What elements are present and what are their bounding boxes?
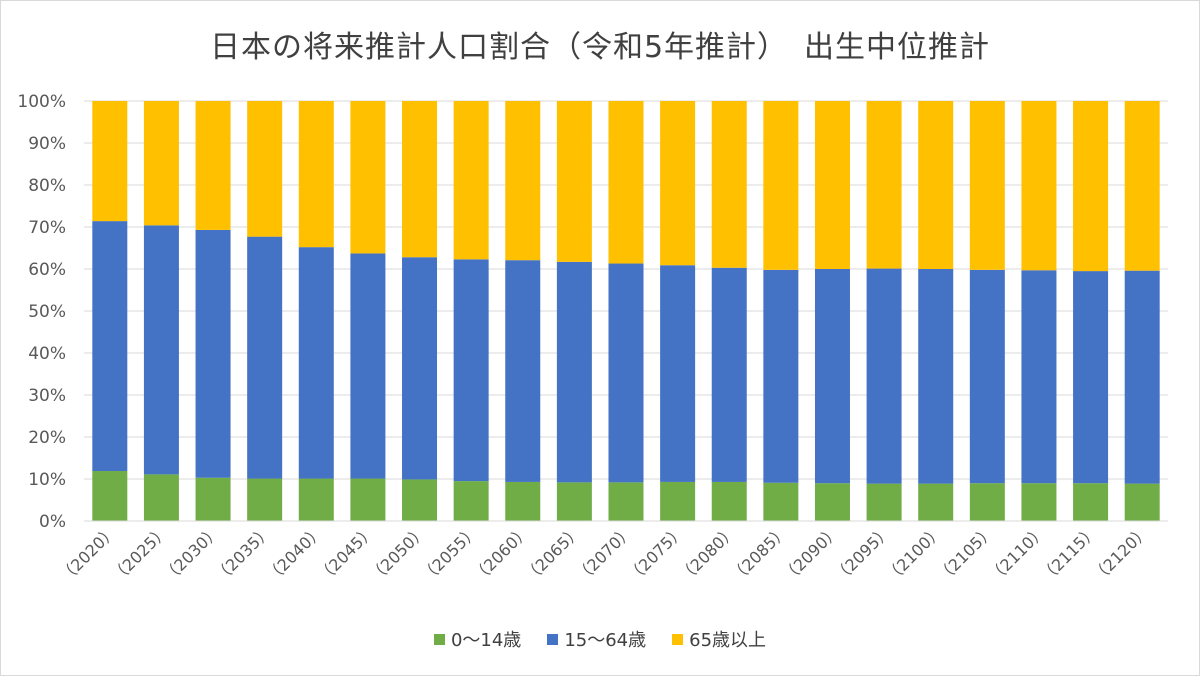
bar-segment bbox=[1073, 483, 1109, 521]
bar-segment bbox=[866, 483, 902, 521]
bar-segment bbox=[556, 101, 592, 262]
bar-segment bbox=[195, 477, 231, 521]
bar-segment bbox=[143, 225, 179, 475]
bar-segment bbox=[453, 259, 489, 482]
legend: 0～14歳 15～64歳 65歳以上 bbox=[0, 626, 1200, 652]
bar-segment bbox=[247, 478, 283, 521]
bar-segment bbox=[918, 483, 954, 521]
bar-segment bbox=[298, 478, 334, 521]
bar-segment bbox=[402, 257, 438, 480]
bar-segment bbox=[195, 229, 231, 478]
bar-segment bbox=[660, 101, 696, 266]
bar-segment bbox=[866, 268, 902, 484]
bar-segment bbox=[866, 101, 902, 269]
bar-segment bbox=[969, 101, 1005, 270]
bar-segment bbox=[298, 247, 334, 479]
bar-segment bbox=[608, 263, 644, 483]
bar-segment bbox=[556, 261, 592, 483]
x-tick-label: （2120） bbox=[1088, 521, 1153, 586]
bar-segment bbox=[711, 267, 747, 482]
bar-segment bbox=[556, 482, 592, 521]
bar-series bbox=[92, 101, 1160, 521]
bar-segment bbox=[453, 101, 489, 260]
bar-segment bbox=[763, 101, 799, 270]
bar-segment bbox=[247, 236, 283, 479]
bar-segment bbox=[814, 483, 850, 521]
y-tick-label: 80% bbox=[28, 176, 66, 196]
bar-segment bbox=[92, 101, 128, 222]
bar-segment bbox=[608, 101, 644, 264]
bar-segment bbox=[711, 101, 747, 268]
bar-segment bbox=[1073, 101, 1109, 272]
bar-segment bbox=[402, 479, 438, 521]
bar-segment bbox=[143, 101, 179, 226]
bar-segment bbox=[143, 474, 179, 521]
bar-segment bbox=[1021, 270, 1057, 484]
y-tick-label: 20% bbox=[28, 428, 66, 448]
bar-segment bbox=[918, 101, 954, 269]
y-tick-label: 100% bbox=[17, 92, 66, 112]
bar-segment bbox=[247, 101, 283, 237]
bar-segment bbox=[969, 269, 1005, 484]
bar-segment bbox=[660, 265, 696, 482]
y-tick-label: 10% bbox=[28, 470, 66, 490]
bar-segment bbox=[1073, 271, 1109, 484]
legend-label: 65歳以上 bbox=[689, 630, 767, 651]
y-tick-label: 90% bbox=[28, 134, 66, 154]
x-axis: （2020）（2025）（2030）（2035）（2040）（2045）（205… bbox=[56, 520, 1168, 586]
bar-segment bbox=[1021, 483, 1057, 521]
legend-swatch bbox=[547, 633, 559, 645]
bar-segment bbox=[505, 481, 541, 521]
y-tick-label: 60% bbox=[28, 260, 66, 280]
legend-item: 15～64歳 bbox=[547, 626, 646, 652]
bar-segment bbox=[453, 481, 489, 521]
bar-segment bbox=[92, 221, 128, 472]
bar-segment bbox=[1124, 483, 1160, 521]
legend-item: 0～14歳 bbox=[433, 626, 522, 652]
bar-segment bbox=[298, 101, 334, 248]
bar-segment bbox=[814, 101, 850, 269]
legend-swatch bbox=[672, 633, 684, 645]
bar-segment bbox=[350, 253, 386, 479]
bar-segment bbox=[1124, 270, 1160, 484]
bar-segment bbox=[969, 483, 1005, 521]
y-tick-label: 0% bbox=[39, 512, 66, 532]
bar-segment bbox=[660, 481, 696, 521]
bar-segment bbox=[195, 101, 231, 230]
bar-segment bbox=[763, 269, 799, 483]
bar-segment bbox=[763, 482, 799, 521]
bar-segment bbox=[918, 269, 954, 484]
legend-label: 0～14歳 bbox=[450, 630, 522, 651]
bar-segment bbox=[814, 269, 850, 484]
y-tick-label: 50% bbox=[28, 302, 66, 322]
y-tick-label: 70% bbox=[28, 218, 66, 238]
bar-segment bbox=[608, 482, 644, 521]
legend-swatch bbox=[433, 633, 445, 645]
y-tick-label: 30% bbox=[28, 386, 66, 406]
bar-segment bbox=[711, 481, 747, 521]
y-tick-label: 40% bbox=[28, 344, 66, 364]
legend-item: 65歳以上 bbox=[672, 626, 766, 652]
bar-segment bbox=[350, 478, 386, 521]
bar-segment bbox=[1124, 101, 1160, 271]
bar-segment bbox=[402, 101, 438, 258]
bar-segment bbox=[92, 471, 128, 521]
bar-segment bbox=[505, 260, 541, 482]
bar-segment bbox=[1021, 101, 1057, 271]
bar-segment bbox=[505, 101, 541, 261]
legend-label: 15～64歳 bbox=[564, 630, 647, 651]
chart-title: 日本の将来推計人口割合（令和5年推計） 出生中位推計 bbox=[209, 30, 991, 65]
bar-segment bbox=[350, 101, 386, 254]
y-axis: 0% 10% 20% 30% 40% 50% 60% 70% 80% 90% 100% bbox=[17, 92, 66, 532]
